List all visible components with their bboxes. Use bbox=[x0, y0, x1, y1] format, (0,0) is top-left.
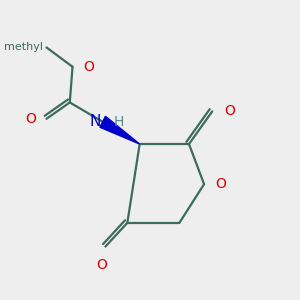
Text: O: O bbox=[96, 258, 107, 272]
Text: O: O bbox=[216, 177, 226, 191]
Polygon shape bbox=[100, 116, 140, 144]
Text: H: H bbox=[114, 115, 124, 129]
Text: O: O bbox=[25, 112, 36, 126]
Text: N: N bbox=[89, 114, 100, 129]
Text: O: O bbox=[224, 104, 235, 118]
Text: O: O bbox=[83, 60, 94, 74]
Text: methyl: methyl bbox=[4, 43, 43, 52]
